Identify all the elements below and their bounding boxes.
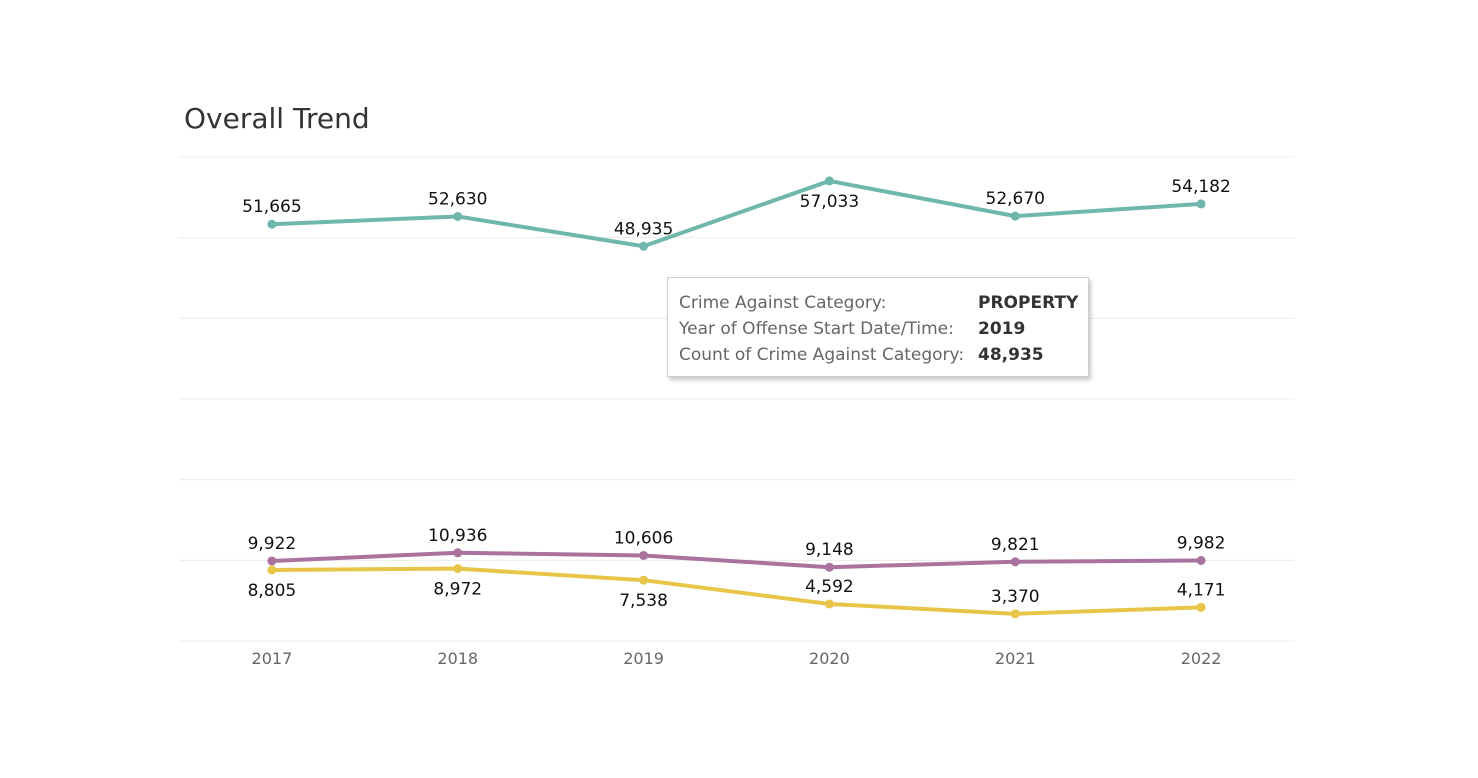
tooltip-label: Crime Against Category:: [679, 293, 887, 313]
data-point-person[interactable]: [639, 550, 649, 560]
data-point-property[interactable]: [824, 176, 834, 186]
x-axis-ticks: 2017 2018 2019 2020 2021 2022: [252, 649, 1222, 668]
data-label-person: 9,922: [248, 534, 297, 554]
data-label-society: 8,805: [248, 581, 297, 601]
data-label-person: 9,821: [991, 535, 1040, 555]
tooltip-label: Count of Crime Against Category:: [679, 345, 965, 365]
data-point-person[interactable]: [267, 556, 277, 566]
data-point-property[interactable]: [639, 241, 649, 251]
x-tick-label: 2022: [1181, 649, 1222, 668]
data-point-society[interactable]: [1010, 609, 1020, 619]
data-label-property: 54,182: [1171, 177, 1230, 197]
data-point-property[interactable]: [1196, 199, 1206, 209]
data-label-society: 8,972: [433, 580, 482, 600]
data-label-property: 52,630: [428, 189, 487, 209]
tooltip-label: Year of Offense Start Date/Time:: [679, 319, 954, 339]
x-tick-label: 2017: [252, 649, 293, 668]
tooltip-value: 2019: [978, 319, 1026, 339]
series-line-person[interactable]: [269, 550, 1204, 570]
data-label-person: 9,982: [1177, 533, 1226, 553]
data-label-society: 4,592: [805, 577, 854, 597]
x-tick-label: 2019: [623, 649, 664, 668]
x-tick-label: 2021: [995, 649, 1036, 668]
data-point-person[interactable]: [453, 548, 463, 558]
tooltip: Crime Against Category: PROPERTY Year of …: [667, 277, 1089, 377]
data-point-person[interactable]: [1196, 555, 1206, 565]
data-point-society[interactable]: [824, 599, 834, 609]
data-point-person[interactable]: [824, 562, 834, 572]
data-label-person: 10,936: [428, 526, 487, 546]
data-point-society[interactable]: [639, 575, 649, 585]
tooltip-row-count: Count of Crime Against Category: 48,935: [679, 342, 1088, 368]
data-point-property[interactable]: [267, 219, 277, 229]
data-point-society[interactable]: [1196, 602, 1206, 612]
series-lines[interactable]: [267, 176, 1206, 619]
data-label-property: 48,935: [614, 219, 673, 239]
tooltip-row-category: Crime Against Category: PROPERTY: [679, 290, 1088, 316]
tooltip-value: PROPERTY: [978, 293, 1079, 313]
data-point-person[interactable]: [1010, 557, 1020, 567]
data-label-society: 3,370: [991, 587, 1040, 607]
tooltip-row-year: Year of Offense Start Date/Time: 2019: [679, 316, 1088, 342]
data-label-society: 4,171: [1177, 580, 1226, 600]
data-point-property[interactable]: [1010, 211, 1020, 221]
data-label-property: 51,665: [242, 197, 301, 217]
tooltip-value: 48,935: [978, 345, 1044, 365]
x-tick-label: 2020: [809, 649, 850, 668]
data-label-property: 57,033: [800, 192, 859, 212]
chart-title: Overall Trend: [184, 102, 370, 135]
series-line-property[interactable]: [269, 178, 1204, 249]
data-point-society[interactable]: [267, 565, 277, 575]
data-label-society: 7,538: [619, 591, 668, 611]
data-point-society[interactable]: [453, 564, 463, 574]
data-point-property[interactable]: [453, 211, 463, 221]
data-labels: 51,665 52,630 48,935 57,033 52,670 54,182 9,92…: [242, 177, 1231, 611]
series-line-society[interactable]: [269, 566, 1204, 616]
data-label-person: 10,606: [614, 528, 673, 548]
data-label-property: 52,670: [986, 189, 1045, 209]
data-label-person: 9,148: [805, 540, 854, 560]
x-tick-label: 2018: [437, 649, 478, 668]
